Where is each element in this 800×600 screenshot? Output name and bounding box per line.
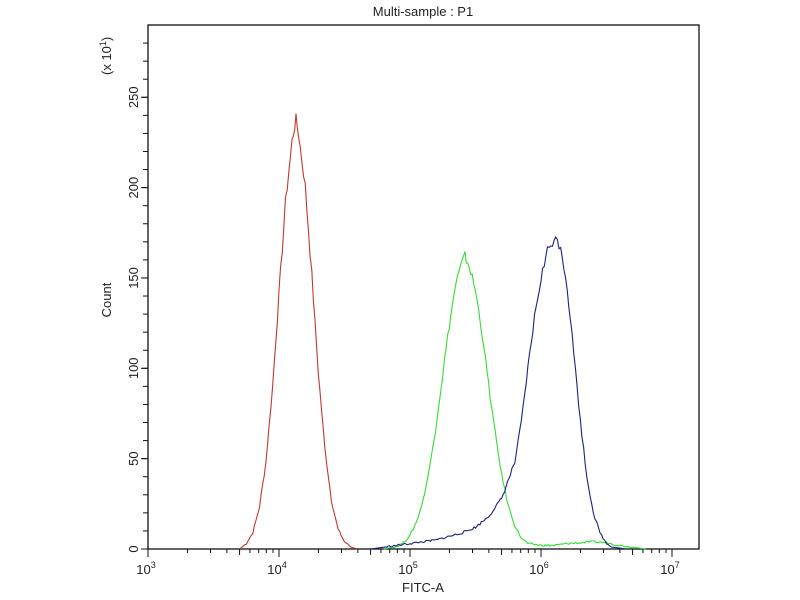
y-multiplier: (x 101) xyxy=(98,37,114,75)
x-tick-label: 105 xyxy=(398,560,417,577)
y-tick-label: 150 xyxy=(126,267,141,289)
y-multiplier-base: (x 10 xyxy=(99,46,114,75)
x-tick-base: 10 xyxy=(398,562,412,577)
y-tick-label: 0 xyxy=(126,545,141,552)
series-blue-line xyxy=(370,235,627,550)
y-tick-label: 50 xyxy=(126,451,141,465)
x-tick-label: 103 xyxy=(136,560,155,577)
y-tick-label: 200 xyxy=(126,177,141,199)
series-green-line xyxy=(383,251,646,550)
y-tick-label: 250 xyxy=(126,86,141,108)
x-tick-exp: 4 xyxy=(282,560,287,570)
x-tick-exp: 5 xyxy=(413,560,418,570)
x-tick-exp: 7 xyxy=(675,560,680,570)
x-tick-label: 104 xyxy=(267,560,286,577)
x-tick-exp: 3 xyxy=(151,560,156,570)
y-multiplier-exp: 1 xyxy=(98,41,108,46)
chart-title: Multi-sample : P1 xyxy=(373,4,473,19)
series-layer xyxy=(239,113,646,550)
x-tick-base: 10 xyxy=(136,562,150,577)
x-tick-base: 10 xyxy=(660,562,674,577)
x-tick-base: 10 xyxy=(529,562,543,577)
x-tick-exp: 6 xyxy=(544,560,549,570)
series-red-line xyxy=(239,113,358,550)
x-axis-label: FITC-A xyxy=(402,580,444,595)
y-axis-label: Count xyxy=(99,282,114,317)
x-tick-label: 107 xyxy=(660,560,679,577)
y-multiplier-close: ) xyxy=(99,37,114,41)
y-tick-label: 100 xyxy=(126,357,141,379)
x-tick-label: 106 xyxy=(529,560,548,577)
x-tick-base: 10 xyxy=(267,562,281,577)
plot-frame xyxy=(147,24,700,550)
